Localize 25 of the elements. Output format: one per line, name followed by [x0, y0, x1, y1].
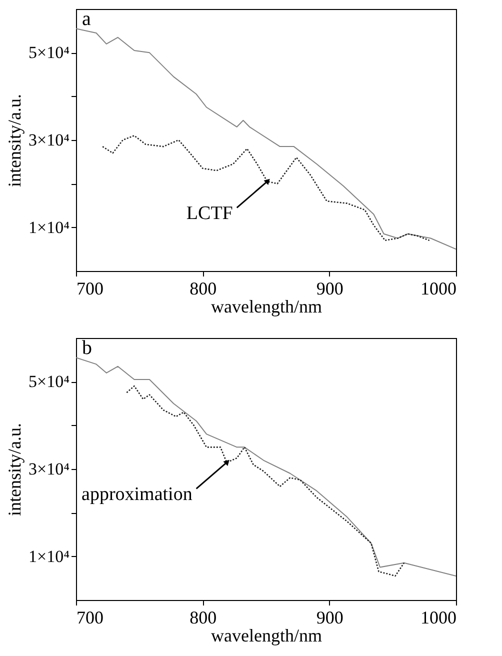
annotation: LCTF	[186, 202, 233, 224]
x-tick-label: 700	[76, 278, 104, 298]
y-tick-label: 1×10⁴	[28, 546, 70, 566]
y-axis-title: intensity/a.u.	[4, 423, 24, 516]
x-tick-label: 1000	[420, 608, 456, 628]
chart-title: b	[82, 337, 92, 359]
y-axis-title: intensity/a.u.	[4, 94, 24, 187]
annotation: approximation	[82, 484, 193, 505]
x-axis-title: wavelength/nm	[211, 626, 322, 646]
chart-title: a	[82, 8, 91, 30]
y-tick-label: 5×10⁴	[28, 43, 70, 62]
x-axis-title: wavelength/nm	[211, 296, 322, 316]
x-tick-label: 800	[190, 278, 217, 298]
y-tick-label: 1×10⁴	[28, 218, 70, 237]
y-tick-label: 5×10⁴	[28, 372, 70, 392]
x-tick-label: 800	[190, 608, 217, 628]
line-series	[76, 28, 456, 250]
x-tick-label: 900	[316, 608, 344, 628]
x-tick-label: 1000	[420, 278, 456, 298]
line-series	[102, 134, 430, 242]
y-tick-label: 3×10⁴	[28, 130, 70, 150]
line-series	[76, 357, 456, 576]
y-tick-label: 3×10⁴	[28, 460, 70, 478]
x-tick-label: 700	[76, 608, 104, 628]
x-tick-label: 900	[316, 278, 344, 298]
